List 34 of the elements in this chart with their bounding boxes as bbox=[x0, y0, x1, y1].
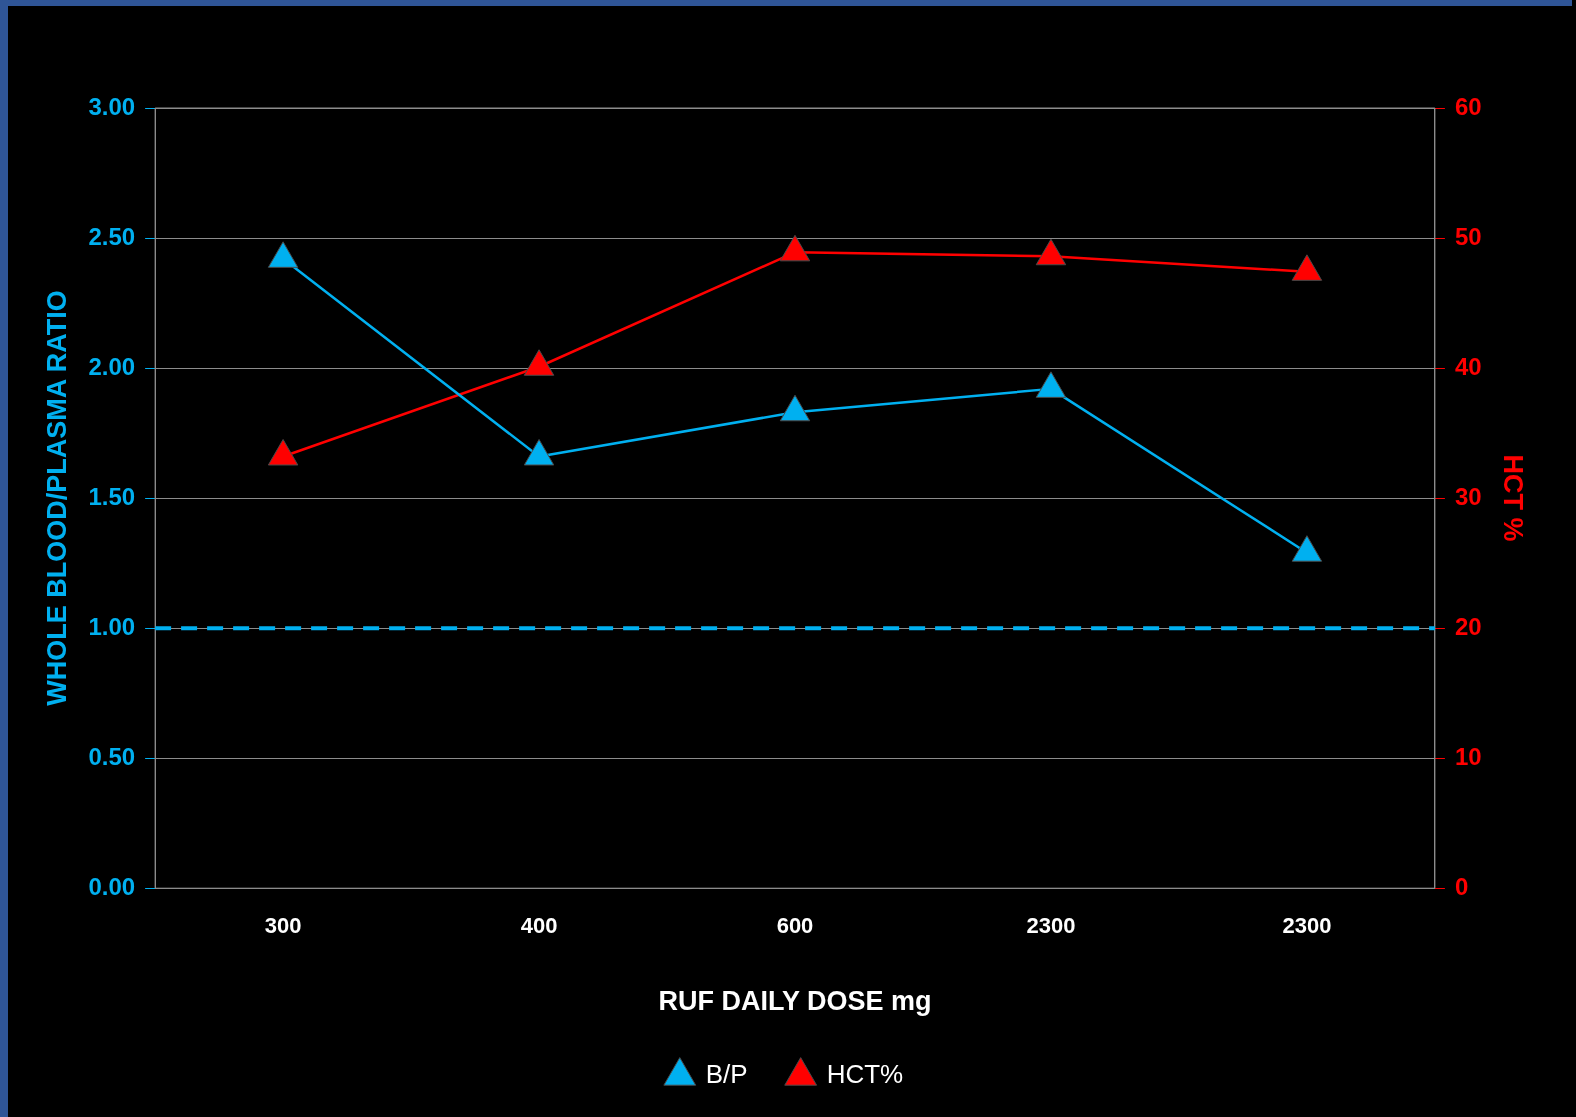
point bbox=[779, 234, 811, 262]
y-tick-label: 1.50 bbox=[88, 482, 136, 510]
y-tick-label: 1.00 bbox=[88, 612, 136, 640]
legend-label: HCT% bbox=[826, 1059, 904, 1090]
x-tick-label: 300 bbox=[264, 913, 302, 939]
point bbox=[267, 438, 299, 466]
point bbox=[1291, 535, 1323, 562]
point bbox=[1035, 371, 1067, 398]
y2-tick-label: 50 bbox=[1454, 222, 1482, 250]
y2-tick-label: 20 bbox=[1454, 612, 1482, 640]
point bbox=[1035, 238, 1067, 266]
point bbox=[779, 394, 811, 422]
y-tick-label: 2.00 bbox=[88, 352, 136, 380]
x-tick-label: 400 bbox=[520, 913, 558, 939]
point bbox=[523, 349, 555, 376]
y-tick-label: 2.50 bbox=[88, 222, 136, 250]
x-tick-label: 2300 bbox=[1282, 913, 1332, 939]
legend-label: B/P bbox=[705, 1059, 748, 1090]
point bbox=[1291, 254, 1323, 281]
y2-tick-label: 0 bbox=[1454, 872, 1469, 900]
point bbox=[523, 438, 555, 466]
x-tick-label: 600 bbox=[776, 913, 814, 939]
y-tick-label: 0.50 bbox=[88, 742, 136, 770]
x-tick-label: 2300 bbox=[1026, 913, 1076, 939]
y2-tick-label: 10 bbox=[1454, 742, 1482, 770]
y2-tick-label: 40 bbox=[1454, 352, 1482, 380]
y-tick-label: 3.00 bbox=[88, 92, 136, 120]
y-axis-title: WHOLE BLOOD/PLASMA RATIO bbox=[41, 290, 72, 706]
y-tick-label: 0.00 bbox=[88, 872, 136, 900]
x-axis-title: RUF DAILY DOSE mg bbox=[658, 986, 932, 1017]
point bbox=[267, 241, 299, 268]
y2-tick-label: 30 bbox=[1454, 482, 1482, 510]
y2-tick-label: 60 bbox=[1454, 92, 1482, 120]
y2-axis-title: HCT % bbox=[1498, 454, 1529, 542]
